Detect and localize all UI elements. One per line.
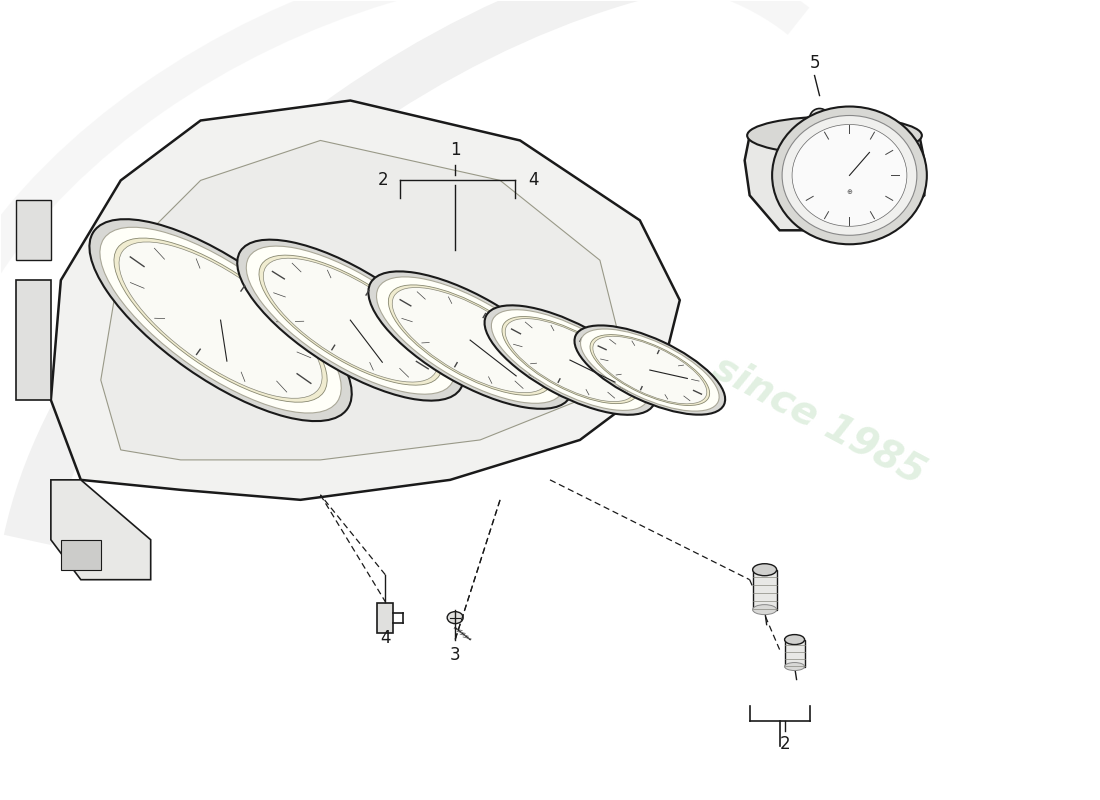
Ellipse shape bbox=[784, 662, 804, 670]
Ellipse shape bbox=[376, 277, 564, 403]
Ellipse shape bbox=[258, 255, 442, 385]
Ellipse shape bbox=[89, 219, 352, 421]
Ellipse shape bbox=[581, 329, 719, 411]
Ellipse shape bbox=[388, 285, 552, 395]
Ellipse shape bbox=[484, 306, 656, 414]
Ellipse shape bbox=[492, 310, 649, 410]
Polygon shape bbox=[101, 141, 620, 460]
Ellipse shape bbox=[593, 336, 707, 404]
Ellipse shape bbox=[747, 117, 922, 154]
Polygon shape bbox=[51, 101, 680, 500]
Ellipse shape bbox=[772, 106, 927, 244]
Text: 1: 1 bbox=[450, 142, 461, 159]
Text: ⊕: ⊕ bbox=[847, 190, 852, 195]
Ellipse shape bbox=[590, 334, 710, 406]
Polygon shape bbox=[15, 200, 51, 260]
Polygon shape bbox=[51, 480, 151, 580]
Ellipse shape bbox=[752, 564, 777, 576]
Text: 2: 2 bbox=[779, 735, 790, 754]
Text: since 1985: since 1985 bbox=[707, 348, 932, 492]
Ellipse shape bbox=[246, 246, 454, 394]
Ellipse shape bbox=[238, 240, 463, 401]
Text: 2: 2 bbox=[377, 171, 388, 190]
Ellipse shape bbox=[263, 258, 438, 382]
Polygon shape bbox=[377, 602, 394, 633]
Ellipse shape bbox=[505, 318, 635, 402]
Circle shape bbox=[810, 109, 829, 129]
Polygon shape bbox=[784, 639, 804, 666]
Ellipse shape bbox=[792, 125, 906, 226]
Ellipse shape bbox=[502, 317, 638, 404]
Ellipse shape bbox=[100, 227, 341, 413]
Text: 4: 4 bbox=[379, 629, 390, 646]
Ellipse shape bbox=[574, 326, 725, 414]
Ellipse shape bbox=[368, 271, 572, 409]
Polygon shape bbox=[752, 570, 777, 610]
Ellipse shape bbox=[784, 634, 804, 645]
Text: 3: 3 bbox=[450, 646, 461, 663]
Ellipse shape bbox=[752, 605, 777, 614]
Polygon shape bbox=[745, 135, 924, 230]
Ellipse shape bbox=[119, 242, 322, 398]
Polygon shape bbox=[15, 280, 51, 400]
Polygon shape bbox=[60, 540, 101, 570]
Text: 4: 4 bbox=[528, 171, 539, 190]
Ellipse shape bbox=[393, 287, 548, 393]
Ellipse shape bbox=[114, 238, 327, 402]
Ellipse shape bbox=[448, 612, 463, 624]
Ellipse shape bbox=[782, 115, 917, 235]
Text: 5: 5 bbox=[810, 54, 820, 71]
